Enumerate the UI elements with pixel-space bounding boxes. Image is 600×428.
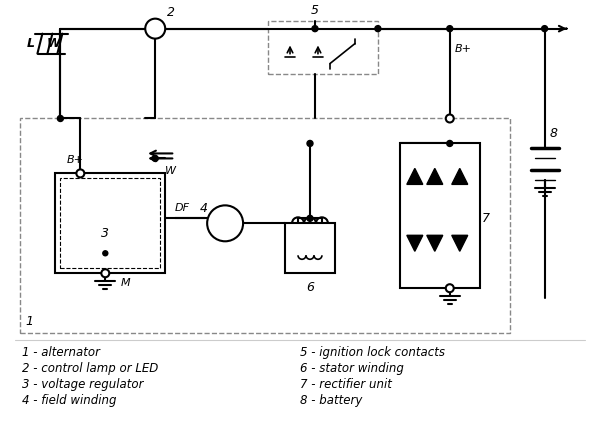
Polygon shape — [407, 235, 423, 251]
Text: 2: 2 — [167, 6, 175, 19]
Text: W: W — [47, 37, 60, 50]
Text: B+: B+ — [455, 44, 472, 54]
Circle shape — [375, 26, 381, 32]
Polygon shape — [452, 235, 468, 251]
Text: 8: 8 — [550, 127, 557, 140]
Text: 3: 3 — [101, 227, 109, 240]
Text: 2 - control lamp or LED: 2 - control lamp or LED — [22, 362, 158, 375]
Bar — [268, 21, 378, 74]
Circle shape — [447, 26, 453, 32]
Text: W: W — [165, 166, 176, 176]
Text: 8 - battery: 8 - battery — [300, 394, 362, 407]
Circle shape — [447, 140, 453, 146]
Text: M: M — [120, 278, 130, 288]
Circle shape — [207, 205, 243, 241]
Text: 6 - stator winding: 6 - stator winding — [300, 362, 404, 375]
Text: 4: 4 — [200, 202, 208, 215]
Text: 1: 1 — [25, 315, 34, 328]
Polygon shape — [427, 235, 443, 251]
Circle shape — [307, 215, 313, 221]
Circle shape — [76, 169, 85, 177]
Text: 3 - voltage regulator: 3 - voltage regulator — [22, 378, 144, 391]
Circle shape — [446, 284, 454, 292]
Polygon shape — [452, 168, 468, 184]
Circle shape — [103, 251, 108, 256]
Text: 4 - field winding: 4 - field winding — [22, 394, 117, 407]
Text: DF: DF — [175, 203, 190, 213]
Circle shape — [312, 26, 318, 32]
Polygon shape — [407, 168, 423, 184]
Circle shape — [307, 140, 313, 146]
Bar — [20, 119, 509, 333]
Text: B+: B+ — [67, 155, 84, 165]
Bar — [400, 143, 480, 288]
Text: L: L — [26, 37, 34, 50]
Circle shape — [542, 26, 548, 32]
Bar — [61, 178, 160, 268]
Text: 6: 6 — [306, 281, 314, 294]
Text: 1 - alternator: 1 - alternator — [22, 346, 100, 359]
Bar — [55, 173, 165, 273]
Bar — [285, 223, 335, 273]
Circle shape — [446, 115, 454, 122]
Circle shape — [58, 116, 64, 122]
Circle shape — [152, 155, 158, 161]
Polygon shape — [427, 168, 443, 184]
Text: 7 - rectifier unit: 7 - rectifier unit — [300, 378, 392, 391]
Circle shape — [145, 19, 165, 39]
Circle shape — [101, 269, 109, 277]
Text: 5 - ignition lock contacts: 5 - ignition lock contacts — [300, 346, 445, 359]
Text: 7: 7 — [482, 212, 490, 225]
Text: 5: 5 — [311, 4, 319, 17]
